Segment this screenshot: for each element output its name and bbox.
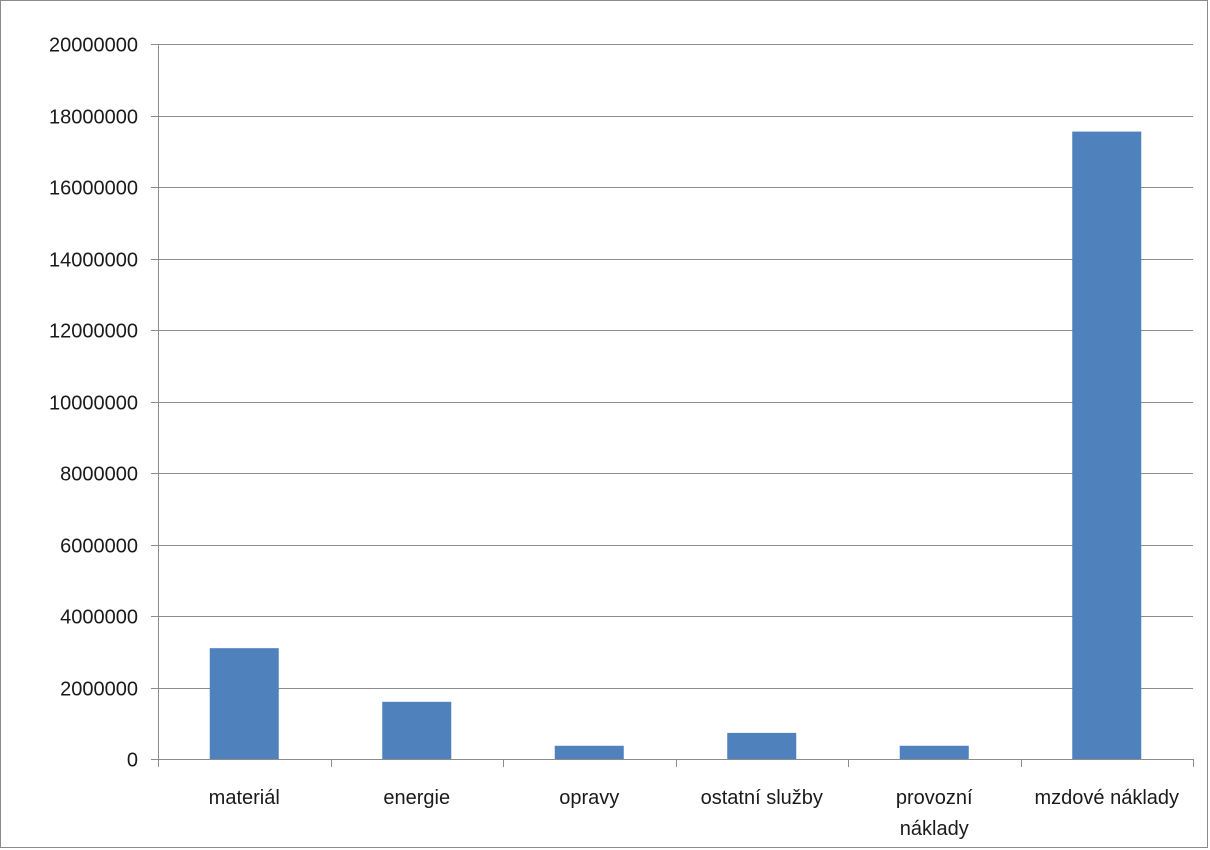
y-tick-label: 2000000 bbox=[60, 679, 138, 701]
y-tick-label: 6000000 bbox=[60, 536, 138, 558]
bar bbox=[382, 701, 452, 759]
y-tick-label: 12000000 bbox=[49, 321, 138, 343]
x-category-labels: materiál energie opravy ostatní služby provo… bbox=[209, 787, 1179, 840]
y-tick-label: 10000000 bbox=[49, 393, 138, 415]
y-tick-label: 20000000 bbox=[49, 35, 138, 57]
y-tick-label: 18000000 bbox=[49, 107, 138, 129]
bar bbox=[899, 745, 969, 759]
bars bbox=[209, 131, 1142, 759]
x-category-label: materiál bbox=[209, 787, 280, 809]
bar bbox=[554, 745, 624, 759]
x-category-label: mzdové náklady bbox=[1034, 787, 1179, 809]
y-tick-label: 0 bbox=[127, 750, 138, 772]
bar bbox=[1072, 131, 1142, 759]
x-category-label: opravy bbox=[559, 787, 619, 809]
y-tick-label: 14000000 bbox=[49, 250, 138, 272]
y-tick-label: 8000000 bbox=[60, 464, 138, 486]
axes bbox=[151, 44, 1194, 767]
y-tick-label: 4000000 bbox=[60, 607, 138, 629]
y-tick-label: 16000000 bbox=[49, 178, 138, 200]
x-category-label: ostatní služby bbox=[701, 787, 823, 809]
bar bbox=[727, 732, 797, 759]
x-category-label: energie bbox=[383, 787, 450, 809]
x-category-label: provozní náklady bbox=[896, 787, 973, 840]
bar bbox=[209, 648, 279, 759]
y-tick-labels: 0 2000000 4000000 6000000 8000000 10000000 120… bbox=[49, 35, 138, 772]
gridlines bbox=[158, 44, 1193, 689]
